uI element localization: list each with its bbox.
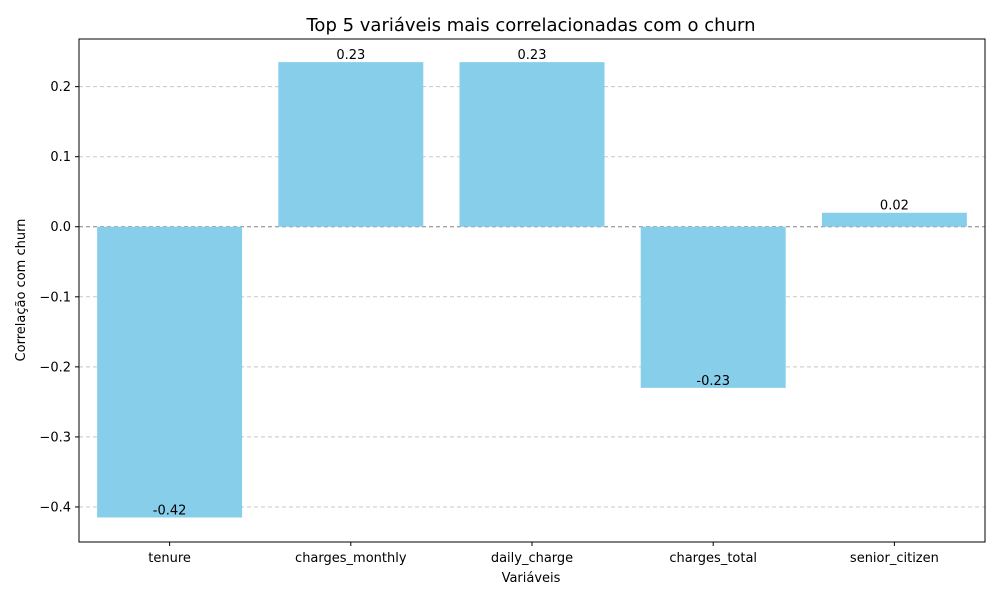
x-axis-ticks: tenure charges_monthly daily_charge charges… — [148, 542, 939, 566]
bar-senior-citizen — [821, 212, 967, 227]
y-axis-label: Correlação com churn — [14, 219, 29, 362]
y-tick-label: −0.2 — [39, 360, 71, 375]
x-tick-label: charges_total — [669, 551, 757, 566]
bar-charges-monthly — [278, 62, 424, 227]
bar-charges-total — [640, 226, 786, 388]
data-label: -0.23 — [696, 374, 730, 389]
data-labels: -0.42 0.23 0.23 -0.23 0.02 — [153, 48, 909, 518]
x-tick-label: charges_monthly — [295, 551, 407, 566]
x-tick-label: tenure — [148, 551, 191, 566]
y-tick-label: −0.4 — [39, 500, 71, 515]
bar-tenure — [97, 226, 243, 518]
y-tick-label: −0.3 — [39, 430, 71, 445]
y-tick-label: 0.2 — [50, 80, 71, 95]
bar-daily-charge — [459, 62, 605, 227]
y-axis-ticks: −0.4 −0.3 −0.2 −0.1 0.0 0.1 0.2 — [39, 80, 79, 515]
y-tick-label: 0.1 — [50, 150, 71, 165]
bars — [97, 62, 967, 518]
x-tick-label: senior_citizen — [850, 551, 939, 566]
x-axis-label: Variáveis — [502, 571, 561, 586]
x-tick-label: daily_charge — [491, 551, 573, 566]
data-label: 0.23 — [518, 48, 547, 63]
data-label: -0.42 — [153, 503, 187, 518]
y-tick-label: 0.0 — [50, 220, 71, 235]
data-label: 0.23 — [336, 48, 365, 63]
data-label: 0.02 — [880, 199, 909, 214]
chart-title: Top 5 variáveis mais correlacionadas com… — [306, 15, 756, 36]
y-tick-label: −0.1 — [39, 290, 71, 305]
